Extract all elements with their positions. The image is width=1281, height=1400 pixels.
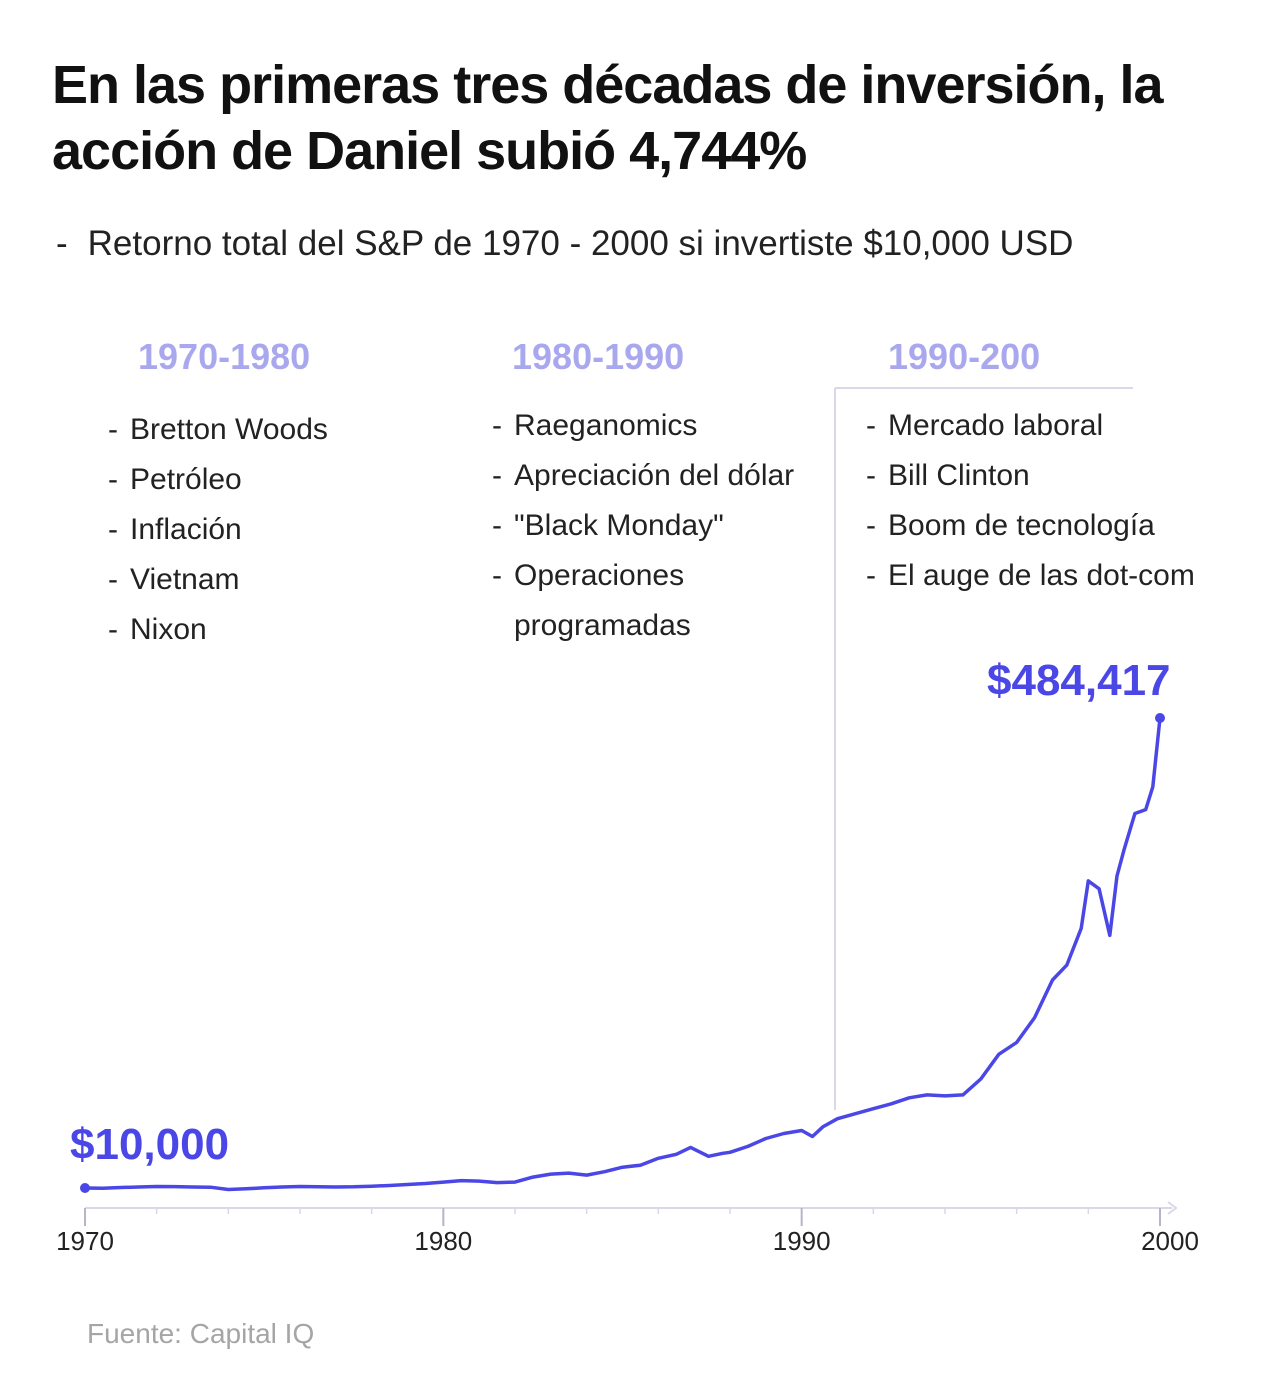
era-item: Inflación — [108, 505, 328, 555]
subtitle-bullet: - — [56, 224, 68, 263]
era-item: Petróleo — [108, 455, 328, 505]
era-title-1990s: 1990-200 — [888, 336, 1041, 377]
x-axis-arrow — [1167, 1201, 1178, 1215]
era-item: Raeganomics — [492, 401, 794, 451]
chart-title: En las primeras tres décadas de inversió… — [52, 55, 1164, 181]
end-value-label: $484,417 — [987, 656, 1171, 705]
x-tick-label: 2000 — [1141, 1226, 1199, 1256]
era-item: Operaciones programadas — [492, 551, 714, 651]
era-item: "Black Monday" — [492, 501, 794, 551]
x-tick-label: 1990 — [773, 1226, 831, 1256]
x-tick-label: 1970 — [56, 1226, 114, 1256]
end-point — [1155, 713, 1165, 723]
era-title-1980s: 1980-1990 — [512, 336, 685, 377]
era-item: Boom de tecnología — [866, 501, 1195, 551]
era-list-1970s: Bretton Woods Petróleo Inflación Vietnam… — [108, 405, 328, 655]
era-item: Bill Clinton — [866, 451, 1195, 501]
subtitle-text: Retorno total del S&P de 1970 - 2000 si … — [87, 224, 1074, 263]
era-item: Apreciación del dólar — [492, 451, 794, 501]
era-list-1990s: Mercado laboral Bill Clinton Boom de tec… — [866, 401, 1195, 601]
era-title-1970s: 1970-1980 — [138, 336, 311, 377]
era-list-1980s: Raeganomics Apreciación del dólar "Black… — [492, 401, 794, 651]
era-item: El auge de las dot-com — [866, 551, 1195, 601]
series-line — [83, 716, 1162, 1192]
source-note: Fuente: Capital IQ — [87, 1318, 315, 1349]
x-axis-major-ticks — [84, 1208, 1161, 1226]
era-item: Vietnam — [108, 555, 328, 605]
era-item: Nixon — [108, 605, 328, 655]
x-axis-tick-labels: 1970 1980 1990 2000 — [56, 1226, 1199, 1256]
x-tick-label: 1980 — [414, 1226, 472, 1256]
start-value-label: $10,000 — [70, 1120, 230, 1169]
start-point — [80, 1183, 90, 1193]
era-item: Bretton Woods — [108, 405, 328, 455]
era-item: Mercado laboral — [866, 401, 1195, 451]
chart-subtitle: - Retorno total del S&P de 1970 - 2000 si… — [56, 224, 1073, 264]
